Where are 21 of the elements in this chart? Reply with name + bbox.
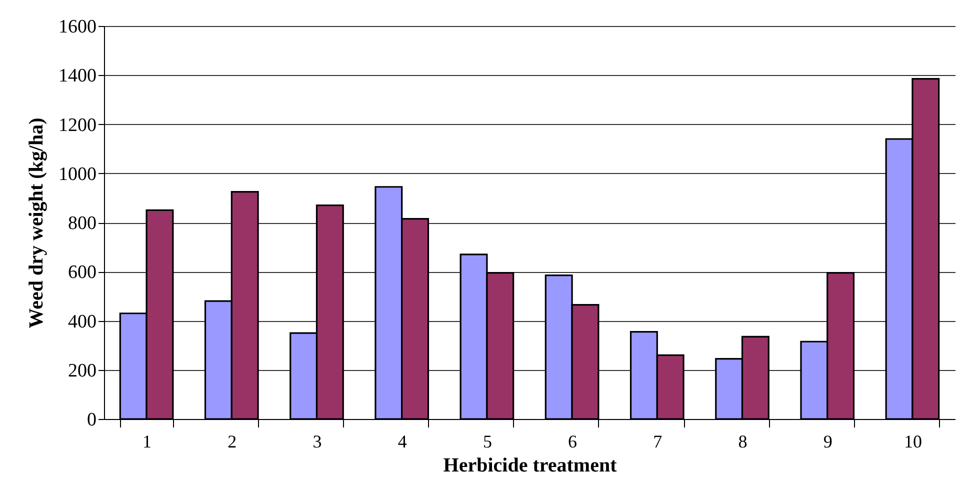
x-tick-label: 3 [312,432,322,452]
y-tick-label: 1200 [58,114,96,136]
x-tick-label: 1 [142,432,152,452]
x-tick-label: 6 [568,432,578,452]
y-tick-label: 1000 [58,164,96,185]
y-tick-label: 200 [68,360,96,382]
y-tick-label: 1400 [58,66,96,87]
y-tick-label: 800 [68,213,96,234]
y-axis-title: Weed dry weight (kg/ha) [26,118,48,328]
x-tick-label: 10 [904,432,922,452]
y-tick-label: 400 [68,311,96,332]
x-tick-label: 5 [482,432,492,452]
x-tick-label: 7 [653,432,662,452]
y-tick-label: 0 [87,410,96,430]
x-axis-title: Herbicide treatment [443,454,618,476]
x-tick-label: 4 [398,432,407,452]
y-tick-label: 1600 [58,16,96,38]
x-tick-label: 8 [738,432,748,452]
y-tick-label: 600 [68,262,96,284]
x-tick-label: 9 [823,432,832,452]
x-tick-label: 2 [228,432,237,452]
